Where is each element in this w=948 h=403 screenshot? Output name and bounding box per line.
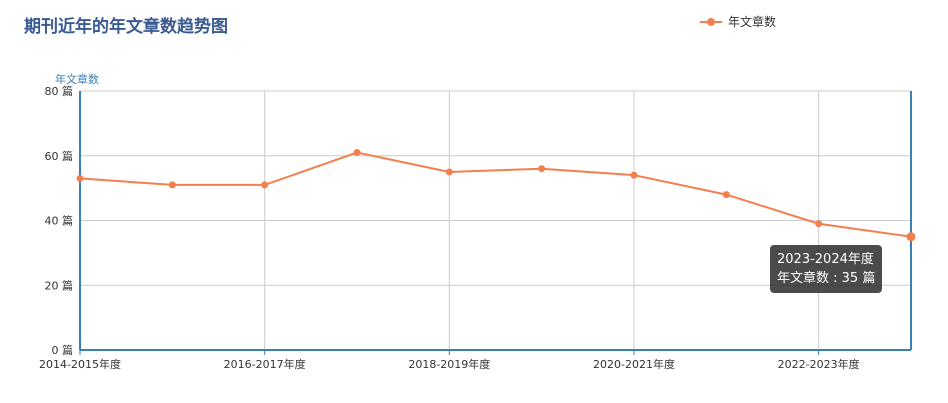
x-tick-label: 2014-2015年度 bbox=[39, 357, 121, 371]
legend[interactable]: 年文章数 bbox=[700, 13, 776, 30]
legend-line-marker-icon bbox=[700, 16, 722, 28]
data-point bbox=[168, 181, 176, 189]
data-point bbox=[815, 220, 823, 228]
data-point bbox=[906, 232, 916, 242]
data-point bbox=[353, 149, 361, 157]
y-axis-title: 年文章数 bbox=[55, 72, 99, 86]
tooltip: 2023-2024年度 年文章数 : 35 篇 bbox=[770, 245, 883, 293]
y-tick-label: 60 篇 bbox=[45, 149, 74, 163]
grid-lines bbox=[80, 90, 911, 350]
data-point bbox=[630, 171, 638, 179]
y-tick-labels: 0 篇 20 篇 40 篇 60 篇 80 篇 bbox=[45, 84, 74, 357]
x-tick-label: 2018-2019年度 bbox=[408, 357, 490, 371]
data-point bbox=[76, 174, 84, 182]
data-point bbox=[445, 168, 453, 176]
data-point bbox=[722, 191, 730, 199]
data-point bbox=[261, 181, 269, 189]
tooltip-value: 年文章数 : 35 篇 bbox=[777, 271, 876, 286]
y-tick-label: 40 篇 bbox=[45, 214, 74, 228]
y-tick-label: 20 篇 bbox=[45, 278, 74, 292]
legend-label: 年文章数 bbox=[728, 15, 777, 29]
x-tick-label: 2016-2017年度 bbox=[224, 357, 306, 371]
data-point bbox=[538, 165, 546, 173]
chart-title: 期刊近年的年文章数趋势图 bbox=[24, 17, 228, 37]
y-tick-label: 0 篇 bbox=[52, 343, 74, 357]
axes bbox=[79, 91, 912, 355]
y-tick-label: 80 篇 bbox=[45, 84, 74, 98]
x-tick-labels: 2014-2015年度 2016-2017年度 2018-2019年度 2020-20… bbox=[39, 357, 860, 371]
x-tick-label: 2022-2023年度 bbox=[778, 357, 860, 371]
series-line bbox=[79, 151, 912, 238]
series-year-articles bbox=[76, 149, 916, 242]
tooltip-category: 2023-2024年度 bbox=[777, 252, 874, 267]
x-tick-label: 2020-2021年度 bbox=[593, 357, 675, 371]
